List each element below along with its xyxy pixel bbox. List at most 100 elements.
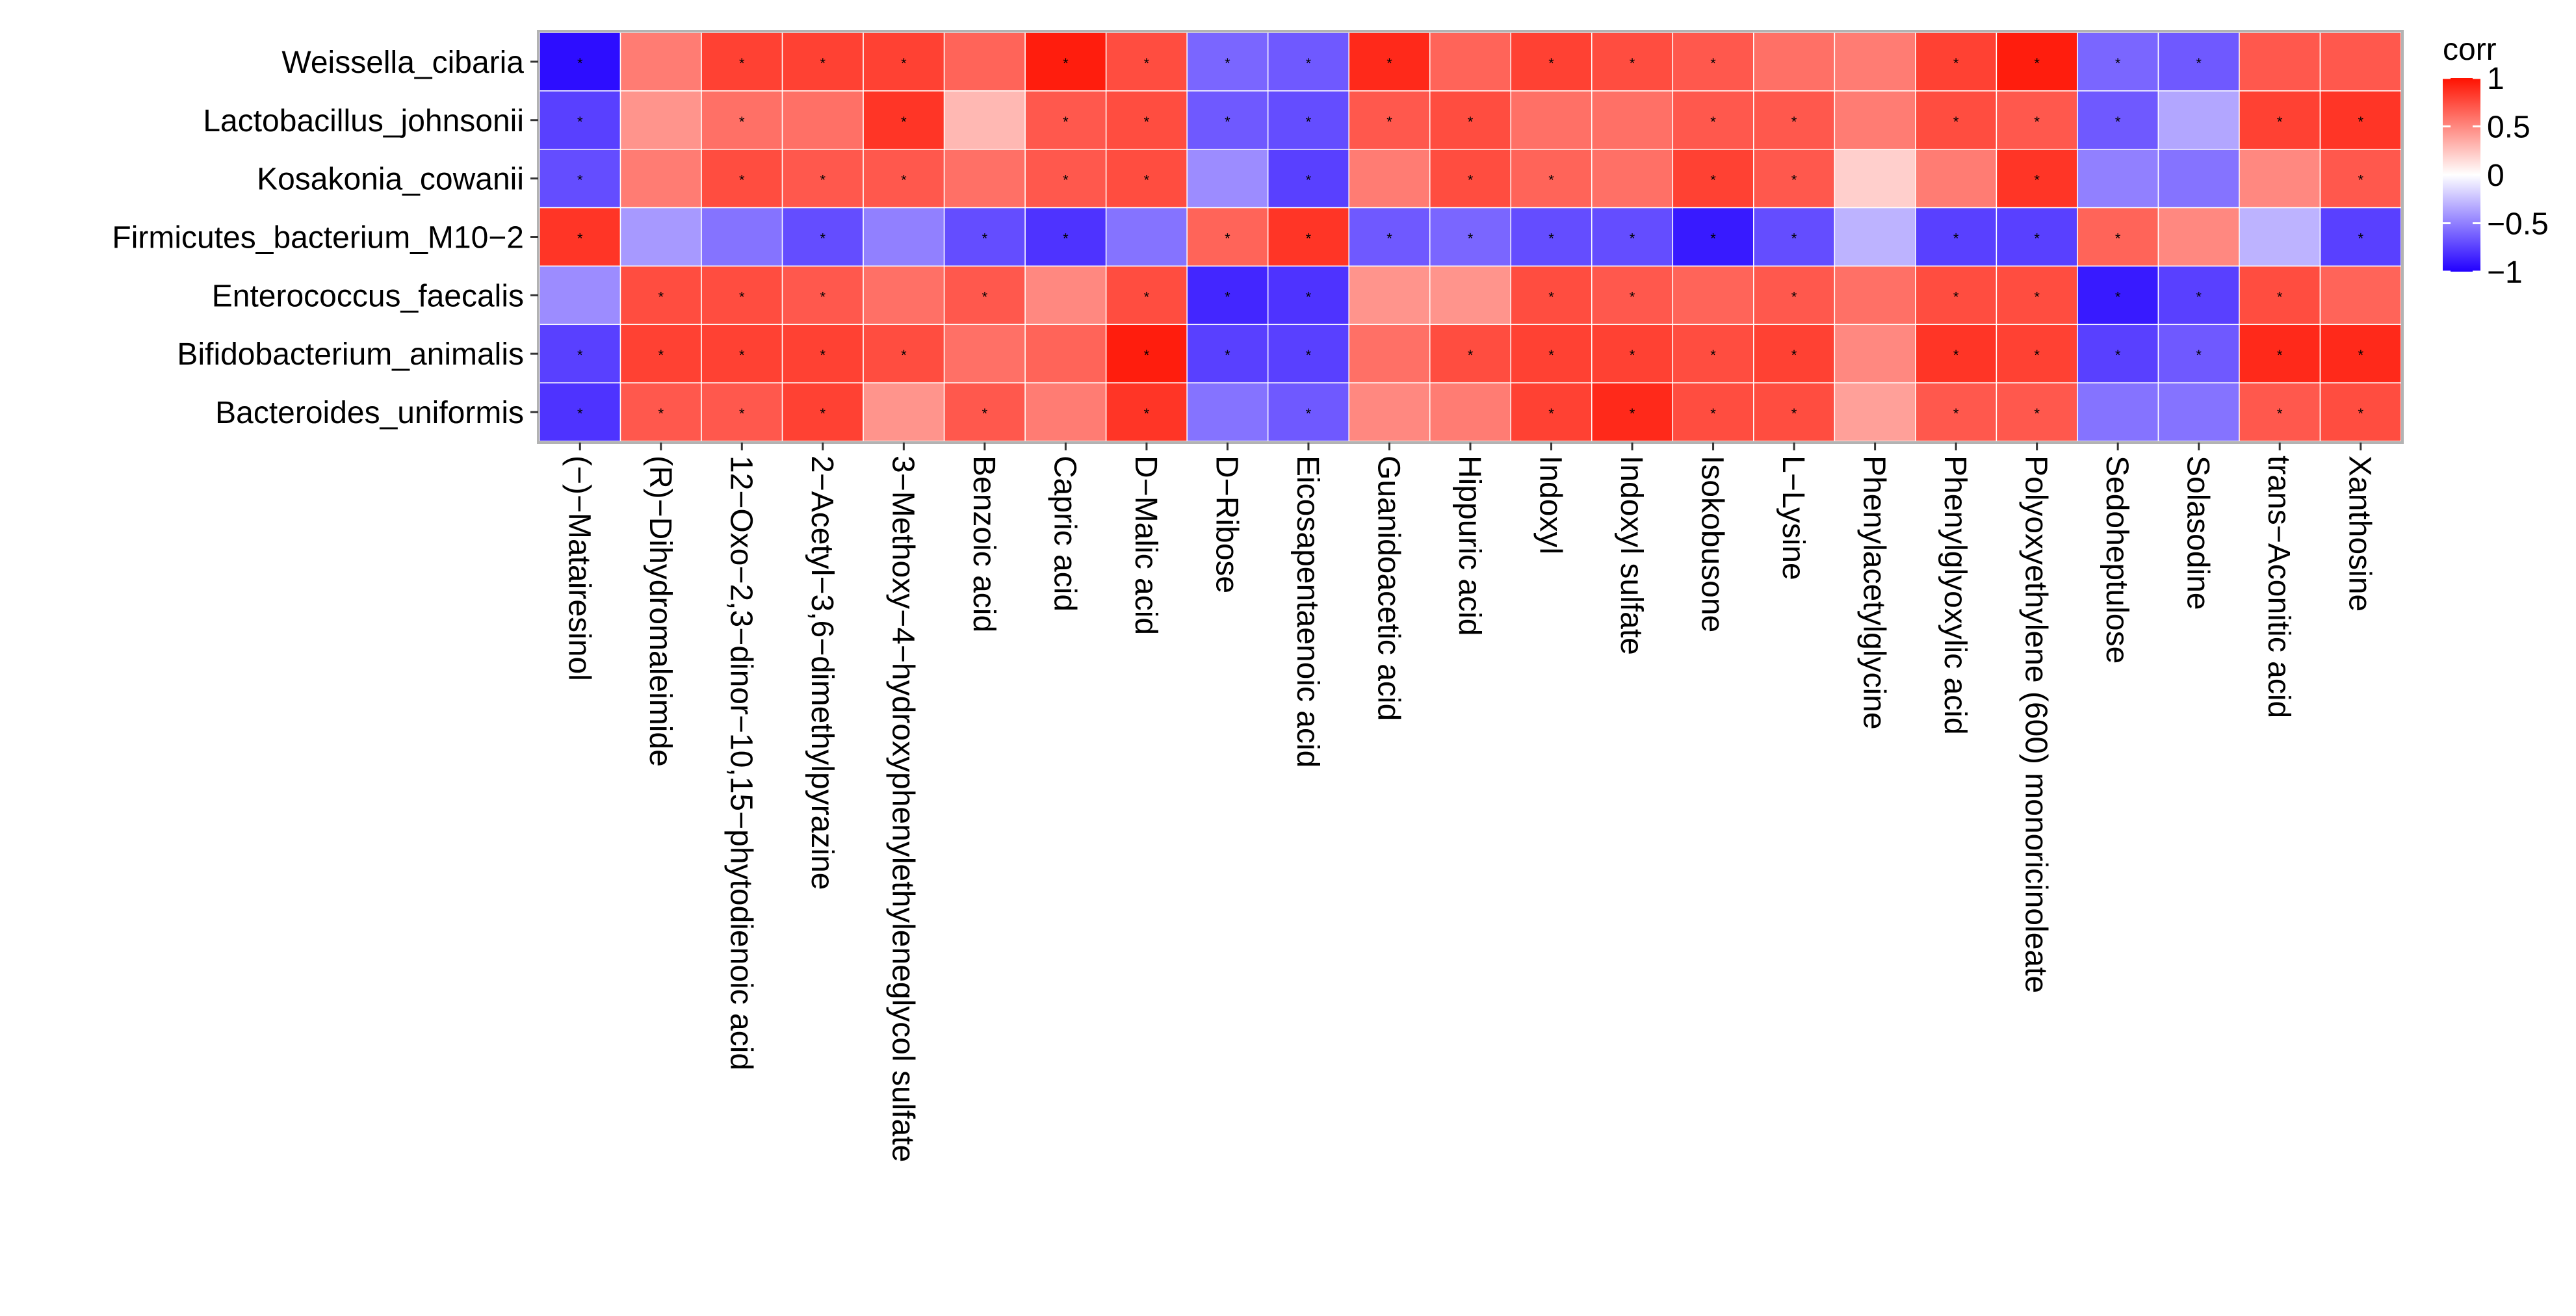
significance-star: * [1710,231,1716,247]
significance-star: * [901,172,907,188]
significance-star: * [1630,406,1635,422]
heatmap-cell [1834,90,1916,150]
significance-star: * [577,347,583,363]
significance-star: * [1710,172,1716,188]
heatmap-cell [863,265,945,326]
row-label: Weissella_cibaria [281,45,524,80]
heatmap-cell [1510,265,1593,326]
legend-tick-label: 0.5 [2487,110,2530,145]
heatmap-cell [1267,207,1349,267]
heatmap-cell [863,90,945,150]
column-label: 12−Oxo−2,3−dinor−10,15−phytodienoic acid [723,456,758,1070]
heatmap-cell [943,90,1026,150]
heatmap-cell [1186,324,1269,383]
heatmap-cell [619,90,702,150]
significance-star: * [1548,231,1554,247]
significance-star: * [2277,289,2283,305]
heatmap-cell [863,207,945,267]
significance-star: * [1306,231,1312,247]
heatmap-cell [1510,324,1593,383]
significance-star: * [1225,231,1230,247]
heatmap-cell [1105,148,1188,209]
heatmap-cell [943,32,1026,92]
heatmap-cell [2077,207,2159,267]
significance-star: * [1468,114,1474,130]
significance-star: * [2034,231,2040,247]
significance-star: * [1548,347,1554,363]
heatmap-cell [1753,90,1836,150]
significance-star: * [1306,347,1312,363]
heatmap-cell [781,32,864,92]
heatmap-cell [2239,207,2321,267]
heatmap-cell [1024,265,1107,326]
heatmap-cell [1105,90,1188,150]
row-labels: Weissella_cibaria Lactobacillus_johnsonii… [112,45,538,430]
significance-star: * [2034,289,2040,305]
significance-star: * [2115,55,2121,71]
color-legend: corr 1 0.5 0 −0.5 −1 [2443,32,2549,290]
column-label: trans−Aconitic acid [2261,456,2296,718]
significance-star: * [1386,55,1392,71]
significance-star: * [1063,114,1069,130]
significance-star: * [2277,406,2283,422]
heatmap-cell [1348,148,1431,209]
significance-star: * [1548,55,1554,71]
significance-star: * [1953,347,1959,363]
heatmap-cell [1591,207,1674,267]
significance-star: * [2034,114,2040,130]
heatmap-cell [1591,382,1674,442]
heatmap-cell [1510,90,1593,150]
significance-star: * [1630,347,1635,363]
heatmap-cell [2319,207,2402,267]
significance-star: * [2358,172,2363,188]
heatmap-cell [539,207,621,267]
heatmap-cell [943,148,1026,209]
significance-star: * [1630,231,1635,247]
column-label: Isokobusone [1695,456,1730,632]
significance-star: * [1953,289,1959,305]
column-label: (−)−Matairesinol [562,456,596,681]
heatmap-cell [619,265,702,326]
significance-star: * [1791,289,1797,305]
heatmap-cell [2077,265,2159,326]
column-label: D−Malic acid [1128,456,1163,635]
column-label: Solasodine [2181,456,2215,610]
heatmap-cell [1996,382,2078,442]
significance-star: * [2277,114,2283,130]
heatmap-cell [1996,90,2078,150]
heatmap-cell [1267,265,1349,326]
heatmap-cell [701,207,783,267]
heatmap-cell [2077,32,2159,92]
significance-star: * [1144,347,1150,363]
heatmap-cell [2077,324,2159,383]
significance-star: * [1386,114,1392,130]
row-label: Kosakonia_cowanii [257,162,524,197]
significance-star: * [1063,231,1069,247]
significance-star: * [658,347,664,363]
significance-star: * [1468,172,1474,188]
significance-star: * [1710,406,1716,422]
heatmap-cell [1753,265,1836,326]
significance-star: * [2277,347,2283,363]
significance-star: * [1630,289,1635,305]
column-label: L−Lysine [1776,456,1810,580]
column-label: Indoxyl [1533,456,1568,554]
heatmap-cell [1105,382,1188,442]
heatmap-cell [1672,207,1754,267]
heatmap-cell [1186,148,1269,209]
significance-star: * [2358,347,2363,363]
heatmap-cell [701,324,783,383]
significance-star: * [1791,347,1797,363]
significance-star: * [820,231,826,247]
heatmap-cell [619,207,702,267]
column-label: Indoxyl sulfate [1614,456,1648,655]
heatmap-cell [1024,207,1107,267]
heatmap-cell [1591,324,1674,383]
heatmap-cell [1834,382,1916,442]
heatmap-cell [539,324,621,383]
heatmap-cell [2319,32,2402,92]
heatmap-cell [1510,382,1593,442]
heatmap-cell [2239,382,2321,442]
significance-star: * [1791,231,1797,247]
heatmap-cell [701,148,783,209]
